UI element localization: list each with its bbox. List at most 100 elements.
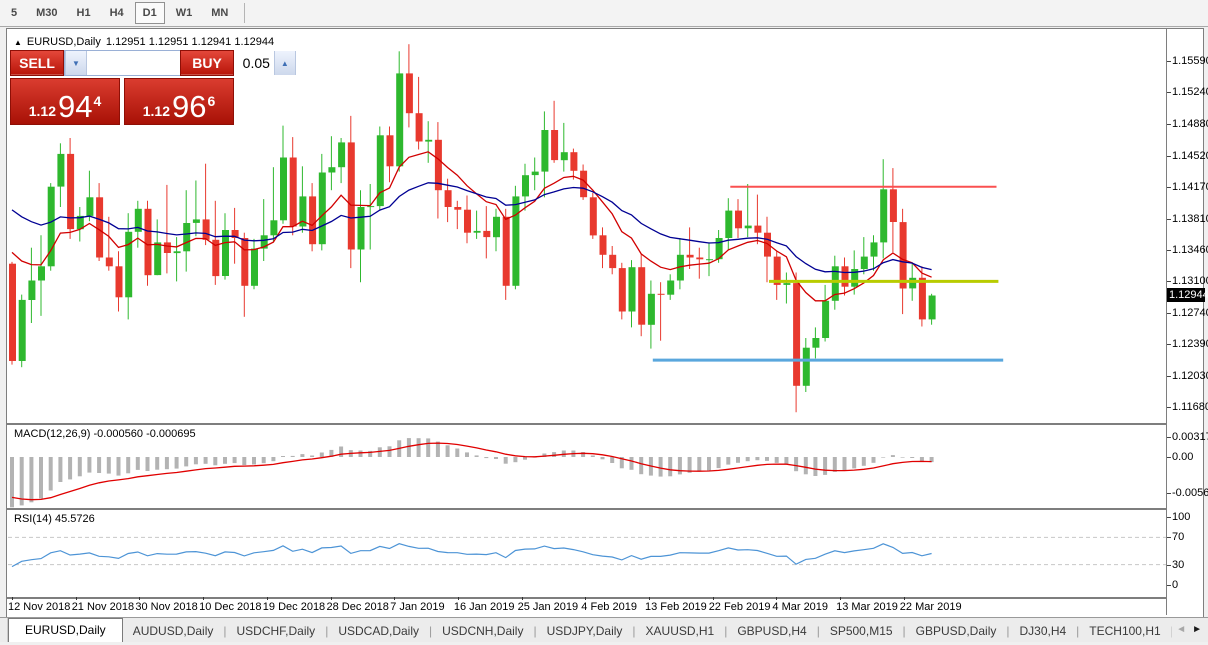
sell-price-pip: 4 <box>93 93 102 109</box>
tab-separator: | <box>1006 624 1010 638</box>
tab-separator: | <box>816 624 820 638</box>
status-strip <box>0 642 1208 645</box>
macd-axis-label: 0.003177 <box>1172 430 1208 443</box>
chart-tab-bar: EURUSD,Daily AUDUSD,Daily | USDCHF,Daily | US… <box>0 617 1208 643</box>
price-axis[interactable]: 1.15590 1.15240 1.14880 1.14520 1.14170 1.138… <box>1167 29 1208 615</box>
date-label: 10 Dec 2018 <box>199 601 262 613</box>
date-label: 16 Jan 2019 <box>453 601 515 613</box>
chart-tab-tech100-h1[interactable]: TECH100,H1 <box>1089 624 1161 638</box>
tab-separator: | <box>223 624 227 638</box>
timeframe-button-mn[interactable]: MN <box>211 7 229 19</box>
date-label: 4 Feb 2019 <box>581 601 637 613</box>
timeframe-button-m30[interactable]: M30 <box>36 7 58 19</box>
timeframe-button-h4[interactable]: H4 <box>109 7 124 19</box>
pane-divider[interactable] <box>7 508 1203 510</box>
pane-divider <box>7 597 1203 599</box>
date-label: 25 Jan 2019 <box>517 601 579 613</box>
date-label: 30 Nov 2018 <box>135 601 198 613</box>
tab-separator: | <box>429 624 433 638</box>
tab-separator: | <box>632 624 636 638</box>
axis-tick <box>1167 492 1171 494</box>
date-label: 13 Feb 2019 <box>645 601 707 613</box>
rsi-plot[interactable] <box>8 510 1166 597</box>
chart-tab-xauusd-h1[interactable]: XAUUSD,H1 <box>645 624 715 638</box>
date-axis[interactable]: 12 Nov 2018 21 Nov 2018 30 Nov 2018 10 Dec … <box>8 597 1166 615</box>
date-tick <box>394 597 396 600</box>
one-click-trade-widget: SELL ▼ ▲ BUY 1.12 94 4 1.12 96 6 <box>10 50 296 125</box>
chevron-up-icon: ▲ <box>280 58 289 68</box>
sell-price-main: 94 <box>57 89 93 124</box>
chart-title: ▲ EURUSD,Daily 1.12951 1.12951 1.12941 1… <box>14 36 274 48</box>
collapse-triangle-icon[interactable]: ▲ <box>14 37 22 47</box>
current-price-tag: 1.12944 <box>1167 288 1208 303</box>
axis-tick <box>1167 344 1171 346</box>
price-axis-label: 1.14520 <box>1172 149 1208 162</box>
rsi-axis-label: 0 <box>1172 579 1179 591</box>
rsi-indicator-title: RSI(14) 45.5726 <box>14 513 95 525</box>
volume-decrease-button[interactable]: ▼ <box>65 51 87 75</box>
chart-window: 1.15590 1.15240 1.14880 1.14520 1.14170 1.138… <box>6 28 1208 618</box>
date-label: 13 Mar 2019 <box>836 601 898 613</box>
tab-separator: | <box>1076 624 1080 638</box>
date-tick <box>266 597 268 600</box>
date-tick <box>903 597 905 600</box>
tab-scroll-arrows: ◄ ► <box>1172 621 1206 639</box>
chart-tab-gbpusd-daily[interactable]: GBPUSD,Daily <box>915 624 997 638</box>
buy-price-button[interactable]: 1.12 96 6 <box>124 78 234 125</box>
pane-divider[interactable] <box>7 423 1203 425</box>
timeframe-button-d1[interactable]: D1 <box>134 2 165 24</box>
date-label: 19 Dec 2018 <box>262 601 326 613</box>
macd-axis-label: 0.00 <box>1172 451 1194 463</box>
chart-symbol-period: EURUSD,Daily <box>26 36 101 48</box>
axis-tick <box>1167 564 1171 566</box>
price-axis-label: 1.12740 <box>1172 307 1208 320</box>
axis-divider <box>1166 29 1167 615</box>
rsi-axis-label: 30 <box>1172 558 1185 571</box>
price-axis-label: 1.11680 <box>1172 401 1208 414</box>
axis-tick <box>1167 218 1171 220</box>
timeframe-button-w1[interactable]: W1 <box>175 7 193 19</box>
timeframe-button-5[interactable]: 5 <box>11 7 18 19</box>
buy-button[interactable]: BUY <box>180 50 234 76</box>
date-label: 22 Mar 2019 <box>899 601 962 613</box>
chart-tab-gbpusd-h4[interactable]: GBPUSD,H4 <box>737 624 807 638</box>
date-tick <box>139 597 141 600</box>
candlestick-plot[interactable] <box>8 33 1166 423</box>
buy-price-prefix: 1.12 <box>142 103 170 119</box>
axis-tick <box>1167 457 1171 458</box>
axis-tick <box>1167 407 1171 409</box>
chart-tab-sp500-m15[interactable]: SP500,M15 <box>829 624 893 638</box>
buy-price-main: 96 <box>171 89 207 124</box>
tab-scroll-left-icon[interactable]: ◄ <box>1176 624 1187 635</box>
tab-scroll-right-icon[interactable]: ► <box>1192 624 1202 635</box>
date-tick <box>75 597 77 600</box>
macd-plot[interactable] <box>8 425 1166 508</box>
chart-tab-dj30-h4[interactable]: DJ30,H4 <box>1019 624 1067 638</box>
axis-tick <box>1167 585 1171 586</box>
chart-tab-audusd-daily[interactable]: AUDUSD,Daily <box>132 624 214 638</box>
price-axis-label: 1.13810 <box>1172 212 1208 225</box>
date-label: 4 Mar 2019 <box>772 601 829 613</box>
chart-tab-eurusd-daily[interactable]: EURUSD,Daily <box>8 618 123 643</box>
axis-tick <box>1167 91 1171 93</box>
date-label: 21 Nov 2018 <box>71 601 135 613</box>
axis-tick <box>1167 186 1171 188</box>
sell-price-button[interactable]: 1.12 94 4 <box>10 78 120 125</box>
candles-svg <box>9 44 1004 413</box>
price-axis-label: 1.13100 <box>1172 275 1208 288</box>
sell-button[interactable]: SELL <box>10 50 64 76</box>
chart-tab-usdcnh-daily[interactable]: USDCNH,Daily <box>442 624 524 638</box>
volume-increase-button[interactable]: ▲ <box>273 51 296 75</box>
axis-tick <box>1167 155 1171 157</box>
timeframe-button-h1[interactable]: H1 <box>76 7 91 19</box>
chart-tab-usdjpy-daily[interactable]: USDJPY,Daily <box>546 624 623 638</box>
chart-quote-values: 1.12951 1.12951 1.12941 1.12944 <box>105 36 275 48</box>
tab-bar-grip <box>0 618 8 643</box>
price-axis-label: 1.13460 <box>1172 243 1208 256</box>
chart-tab-usdcad-daily[interactable]: USDCAD,Daily <box>338 624 419 638</box>
macd-indicator-title: MACD(12,26,9) -0.000560 -0.000695 <box>14 428 196 440</box>
date-label: 28 Dec 2018 <box>326 601 389 613</box>
sell-price-prefix: 1.12 <box>28 103 56 119</box>
chart-tab-usdchf-daily[interactable]: USDCHF,Daily <box>236 624 316 638</box>
